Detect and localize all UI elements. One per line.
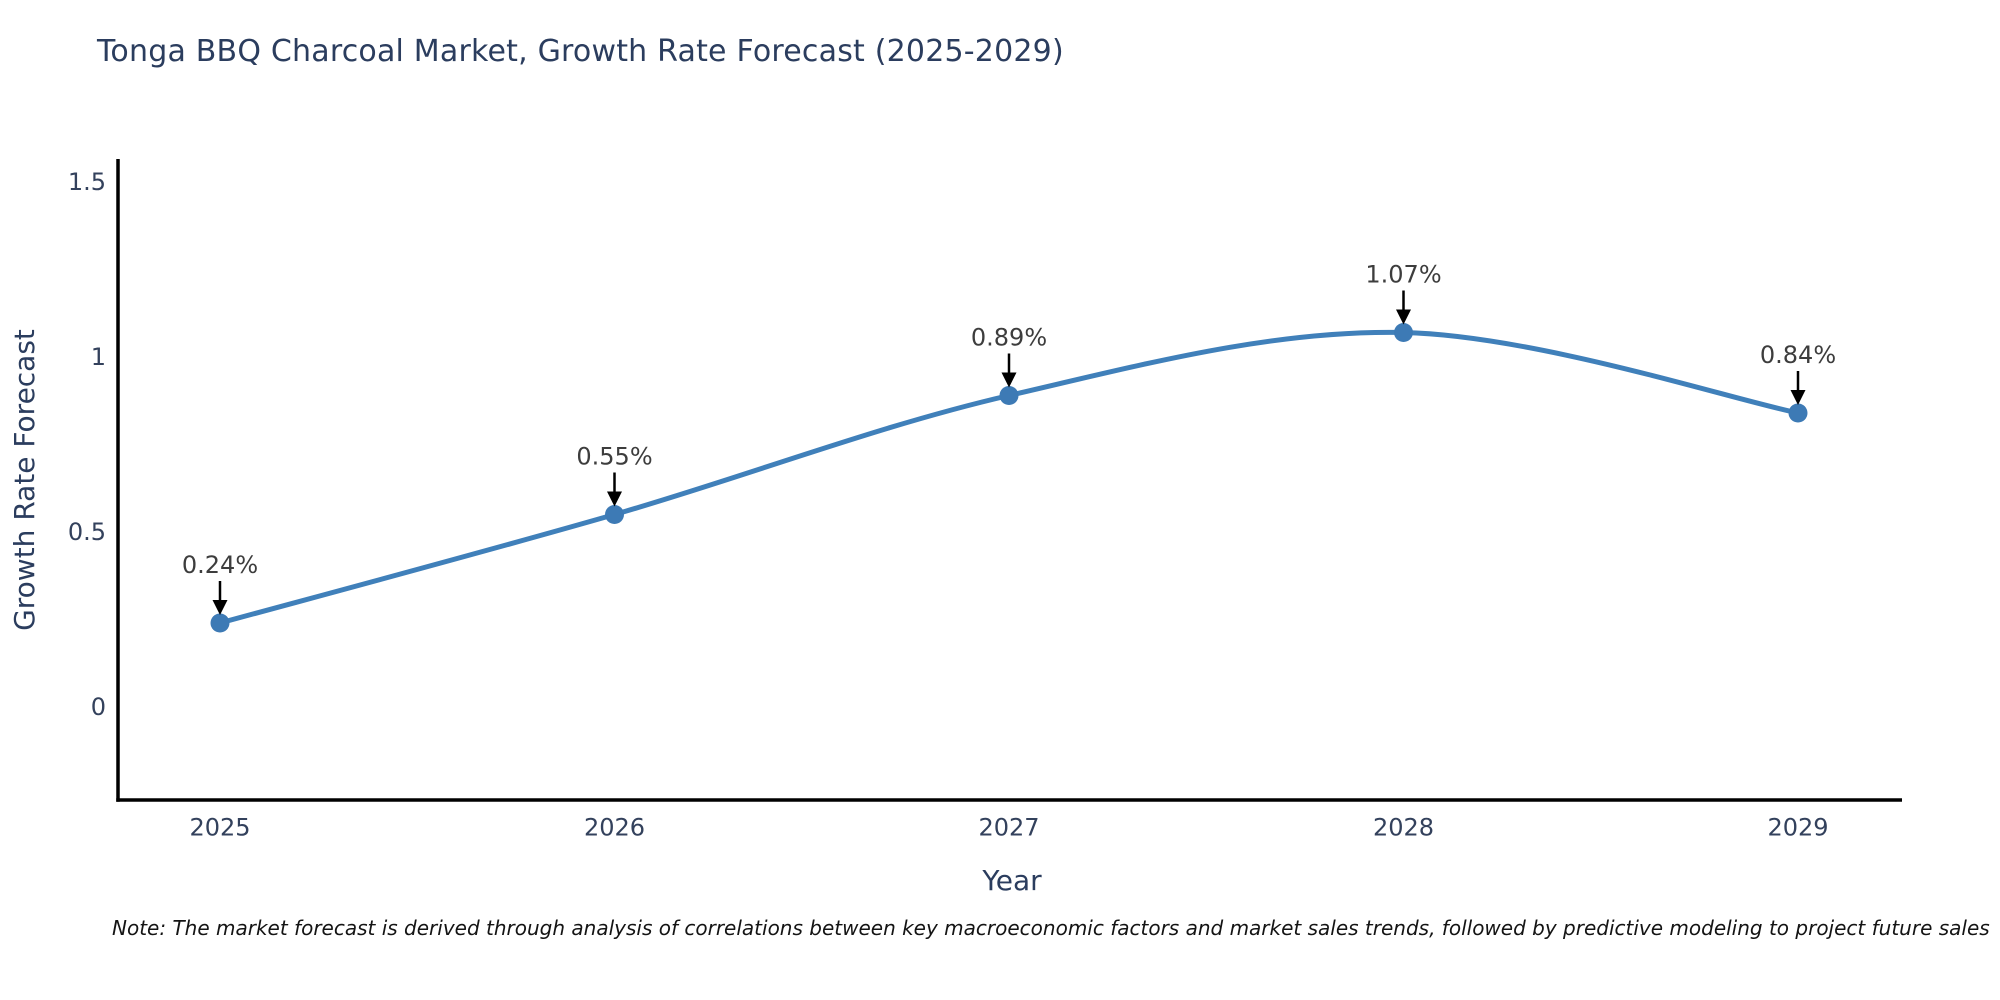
chart-title: Tonga BBQ Charcoal Market, Growth Rate F… bbox=[97, 34, 1064, 69]
x-tick-label: 2025 bbox=[189, 814, 250, 842]
y-tick-label: 0 bbox=[91, 693, 106, 721]
x-tick-label: 2026 bbox=[584, 814, 645, 842]
y-tick-label: 1 bbox=[91, 343, 106, 371]
y-tick-label: 1.5 bbox=[68, 168, 106, 196]
x-tick-label: 2028 bbox=[1373, 814, 1434, 842]
data-point-label: 0.84% bbox=[1760, 341, 1836, 369]
y-axis-title: Growth Rate Forecast bbox=[8, 329, 41, 631]
x-tick-label: 2029 bbox=[1767, 814, 1828, 842]
data-point-label: 1.07% bbox=[1365, 261, 1441, 289]
data-point-marker bbox=[1788, 403, 1808, 423]
chart-footnote: Note: The market forecast is derived thr… bbox=[112, 916, 1990, 940]
data-point-label: 0.89% bbox=[971, 324, 1047, 352]
data-point-marker bbox=[999, 386, 1019, 405]
data-point-marker bbox=[1394, 323, 1413, 342]
data-point-label: 0.24% bbox=[182, 551, 258, 579]
annotation-arrowhead bbox=[212, 600, 228, 615]
annotation-arrowhead bbox=[1396, 309, 1411, 325]
y-tick-label: 0.5 bbox=[68, 518, 106, 546]
annotation-arrowhead bbox=[1001, 372, 1017, 388]
x-tick-label: 2027 bbox=[978, 814, 1039, 842]
data-point-marker bbox=[210, 613, 230, 633]
annotation-arrowhead bbox=[1790, 390, 1806, 405]
annotation-arrowhead bbox=[607, 491, 622, 507]
data-point-label: 0.55% bbox=[576, 443, 652, 471]
data-point-marker bbox=[605, 505, 624, 524]
x-axis-title: Year bbox=[981, 864, 1042, 897]
